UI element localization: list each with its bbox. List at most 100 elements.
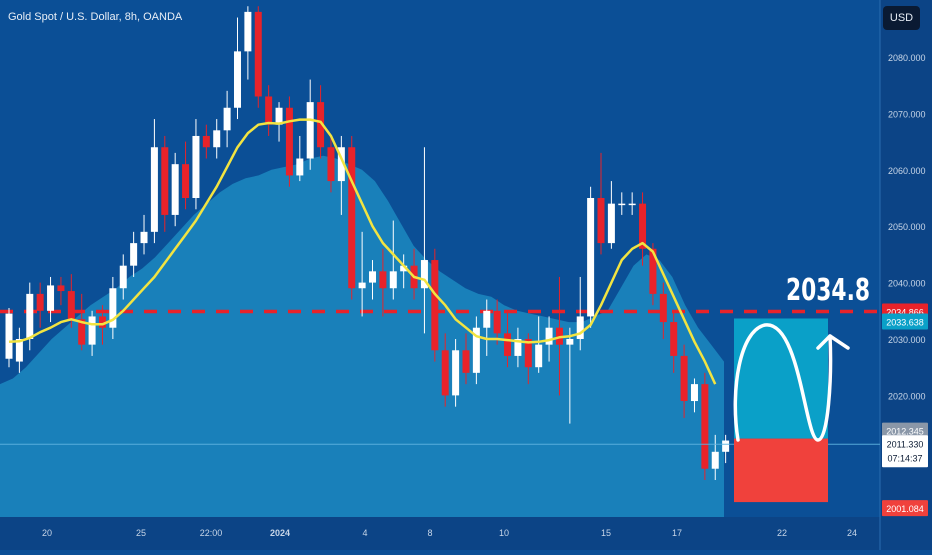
bullish-candle [5,313,13,359]
bearish-candle [680,355,688,402]
bullish-candle [306,102,314,159]
price-tick-label: 2050.000 [888,222,926,232]
price-tick-label: 2040.000 [888,279,926,289]
time-tick-label: 25 [136,528,146,538]
bearish-candle [285,107,293,176]
bullish-candle [711,451,719,469]
bearish-candle [57,285,65,292]
bearish-candle [98,316,106,328]
bearish-candle [431,260,439,351]
bearish-candle [254,11,262,97]
bullish-candle [587,198,595,317]
price-tick-label: 2030.000 [888,335,926,345]
bearish-candle [462,350,470,373]
time-tick-label: 4 [362,528,367,538]
countdown-label: 07:14:37 [887,453,922,463]
bullish-candle [223,107,231,131]
area-band [0,155,724,517]
bearish-candle [659,293,667,323]
target-price-label: 2034.8 [786,273,870,308]
price-tag-alert [882,422,928,439]
candles-group [5,6,730,480]
bearish-candle [493,310,501,334]
price-tick-label: 2070.000 [888,109,926,119]
bearish-candle [182,164,190,198]
bullish-candle [119,265,127,289]
price-tag-label-alert: 2012.345 [886,427,924,437]
time-tick-label: 20 [42,528,52,538]
bullish-candle [213,130,221,148]
bullish-candle [566,339,574,345]
bearish-candle [379,271,387,289]
bullish-candle [545,327,553,345]
bullish-candle [109,288,117,328]
price-tag-stop [882,500,928,517]
time-tick-label: 2024 [270,528,290,538]
bullish-candle [628,203,636,206]
currency-button[interactable]: USD [883,6,920,30]
bullish-candle [88,316,96,345]
bullish-candle [275,107,283,125]
price-tick-label: 2020.000 [888,391,926,401]
time-tick-label: 24 [847,528,857,538]
bullish-candle [358,282,366,289]
bullish-candle [400,265,408,272]
last-price-tag-label: 2011.330 [887,439,924,449]
price-tag-label-resistance: 2034.866 [886,308,924,318]
bullish-candle [150,147,158,232]
bullish-candle [26,293,34,339]
bullish-candle [483,310,491,328]
bullish-candle [192,135,200,198]
bearish-candle [161,147,169,215]
bullish-candle [420,260,428,289]
bullish-candle [722,440,730,452]
bearish-candle [441,350,449,396]
bullish-candle [535,344,543,368]
time-tick-label: 8 [427,528,432,538]
bullish-candle [47,285,55,311]
bearish-candle [327,147,335,182]
moving-average-line [8,118,717,385]
time-tick-label: 22:00 [200,528,223,538]
bullish-candle [369,271,377,283]
bullish-candle [233,51,241,108]
bearish-candle [348,147,356,289]
bullish-candle [452,350,460,396]
bearish-candle [265,96,273,125]
bullish-candle [690,384,698,402]
bullish-candle [576,316,584,339]
time-tick-label: 10 [499,528,509,538]
projection-arrow-head [816,334,850,350]
bullish-candle [618,203,626,206]
bearish-candle [670,322,678,356]
bearish-candle [202,135,210,148]
bearish-candle [78,319,86,345]
time-axis-panel [0,517,880,550]
bullish-candle [514,339,522,356]
bullish-candle [15,339,23,362]
price-tick-label: 2060.000 [888,166,926,176]
bullish-candle [607,203,615,244]
bearish-candle [701,384,709,469]
bearish-candle [67,291,75,320]
bullish-candle [130,243,138,266]
bullish-candle [140,231,148,244]
projection-wave [733,323,833,442]
time-tick-label: 22 [777,528,787,538]
price-axis-panel [880,0,932,550]
bearish-candle [597,198,605,244]
price-tick-label: 2080.000 [888,53,926,63]
bullish-candle [244,11,252,52]
bullish-candle [296,158,304,176]
time-tick-label: 17 [672,528,682,538]
bearish-candle [504,333,512,356]
bearish-candle [524,339,532,368]
bullish-candle [472,327,480,373]
bearish-candle [317,102,325,148]
price-tag-label-upper_band: 2033.638 [886,317,924,327]
bullish-candle [171,164,179,215]
last-price-tag [882,435,928,468]
stop-zone-box [734,438,828,503]
